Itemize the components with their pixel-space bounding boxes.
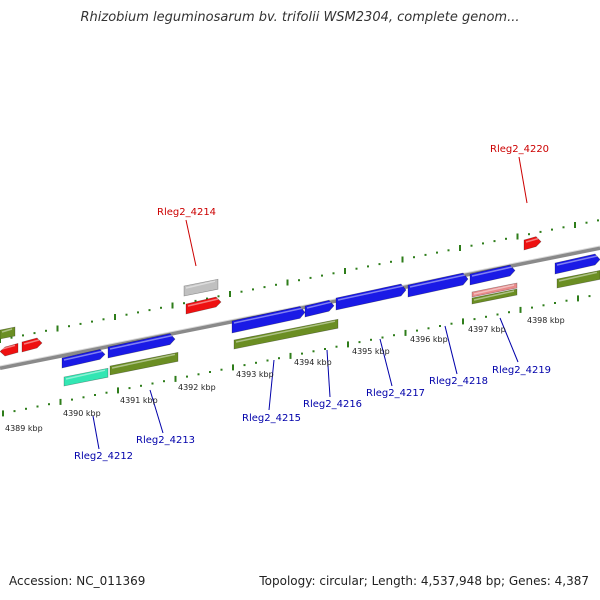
gene-label-rleg2-4217[interactable]: Rleg2_4217 [366, 388, 425, 399]
gene-rleg2-4219-cds[interactable] [469, 264, 516, 286]
gene-body [231, 306, 306, 334]
gene-body [0, 343, 19, 357]
gene-rleg2-4219-gene[interactable] [471, 288, 518, 305]
leader-line [444, 325, 458, 375]
scale-label: 4392 kbp [178, 383, 216, 392]
gene-green-left[interactable] [0, 326, 16, 340]
gene-body [471, 282, 518, 298]
gene-highlight [409, 274, 466, 288]
genome-summary-text: Topology: circular; Length: 4,537,948 bp… [259, 574, 589, 588]
scale-label: 4395 kbp [352, 347, 390, 356]
gene-label-rleg2-4214[interactable]: Rleg2_4214 [157, 207, 216, 218]
gene-label-rleg2-4220[interactable]: Rleg2_4220 [490, 144, 549, 155]
gene-label-rleg2-4218[interactable]: Rleg2_4218 [429, 376, 488, 387]
gene-rleg2-4215-gene[interactable] [233, 318, 339, 350]
gene-body [0, 326, 16, 340]
gene-highlight [306, 301, 332, 309]
gene-highlight [111, 353, 176, 369]
gene-body [304, 299, 335, 318]
gene-highlight [558, 271, 598, 282]
scale-label: 4390 kbp [63, 409, 101, 418]
gene-rleg2-4215-cds[interactable] [231, 306, 306, 334]
gene-highlight [1, 328, 13, 333]
gene-highlight [473, 284, 515, 295]
gene-rleg2-4212-cds[interactable] [61, 349, 106, 369]
gene-rleg2-4214-cds[interactable] [185, 296, 222, 315]
leader-line [268, 359, 275, 411]
gene-highlight [235, 320, 336, 343]
gene-body [233, 318, 339, 350]
gene-body [185, 296, 222, 315]
leader-line [92, 415, 100, 450]
accession-text: Accession: NC_011369 [9, 574, 146, 588]
gene-cds[interactable] [554, 253, 600, 275]
gene-highlight [233, 307, 303, 324]
gene-body [407, 272, 469, 298]
gene-rleg2-4217-cds[interactable] [335, 283, 407, 311]
leader-line [379, 338, 393, 387]
gene-rleg2-4216-cds[interactable] [304, 299, 335, 318]
gene-highlight [185, 280, 216, 289]
gene-body [335, 283, 407, 311]
gene-rleg2-4219-rna[interactable] [471, 282, 518, 298]
scale-label: 4393 kbp [236, 370, 274, 379]
scale-labels: 4389 kbp 4390 kbp 4391 kbp 4392 kbp 4393… [5, 316, 565, 433]
gene-highlight [187, 298, 219, 307]
gene-rleg2-4213-gene[interactable] [109, 352, 179, 376]
leader-line [499, 317, 519, 363]
gene-body [109, 352, 179, 376]
gene-highlight [473, 290, 515, 301]
gene-label-rleg2-4216[interactable]: Rleg2_4216 [303, 399, 362, 410]
gene-highlight [1, 344, 16, 350]
tick-marks [0, 219, 599, 417]
gene-highlight [23, 339, 40, 345]
gene-label-rleg2-4215[interactable]: Rleg2_4215 [242, 413, 301, 424]
scale-label: 4389 kbp [5, 424, 43, 433]
gene-rleg2-4218-cds[interactable] [407, 272, 469, 298]
gene-highlight [556, 255, 598, 266]
leader-line [185, 219, 197, 267]
leader-line [518, 156, 528, 204]
gene-body [183, 278, 219, 297]
gene-body [61, 349, 106, 369]
scale-label: 4397 kbp [468, 325, 506, 334]
gene-body [554, 253, 600, 275]
gene-body [556, 270, 600, 289]
gene-rleg2-4214-pseudo[interactable] [183, 278, 219, 297]
gene-label-rleg2-4213[interactable]: Rleg2_4213 [136, 435, 195, 446]
gene-red-left-2[interactable] [21, 337, 43, 353]
scale-label: 4394 kbp [294, 358, 332, 367]
gene-highlight [337, 285, 404, 301]
gene-label-rleg2-4219[interactable]: Rleg2_4219 [492, 365, 551, 376]
gene-body [21, 337, 43, 353]
label-leader-lines [92, 156, 528, 450]
gene-body [523, 236, 542, 251]
gene-red-left-1[interactable] [0, 343, 19, 357]
gene-body [107, 333, 176, 359]
leader-line [149, 389, 164, 434]
gene-rleg2-4212-gene[interactable] [63, 367, 109, 387]
gene-features[interactable] [0, 236, 600, 387]
gene-highlight [525, 237, 539, 243]
gene-highlight [63, 350, 103, 361]
map-title: Rhizobium leguminosarum bv. trifolii WSM… [80, 10, 520, 25]
gene-body [471, 288, 518, 305]
gene-body [63, 367, 109, 387]
gene-rleg2-4213-cds[interactable] [107, 333, 176, 359]
gene-highlight [65, 369, 106, 380]
scale-label: 4396 kbp [410, 335, 448, 344]
gene-green-right[interactable] [556, 270, 600, 289]
gene-rleg2-4220-cds[interactable] [523, 236, 542, 251]
gene-label-rleg2-4212[interactable]: Rleg2_4212 [74, 451, 133, 462]
gene-highlight [471, 266, 513, 277]
gene-labels[interactable]: Rleg2_4214 Rleg2_4220 Rleg2_4212 Rleg2_4… [74, 144, 551, 462]
leader-line [326, 349, 331, 398]
scale-label: 4398 kbp [527, 316, 565, 325]
gene-highlight [109, 334, 173, 350]
gene-body [469, 264, 516, 286]
scale-label: 4391 kbp [120, 396, 158, 405]
